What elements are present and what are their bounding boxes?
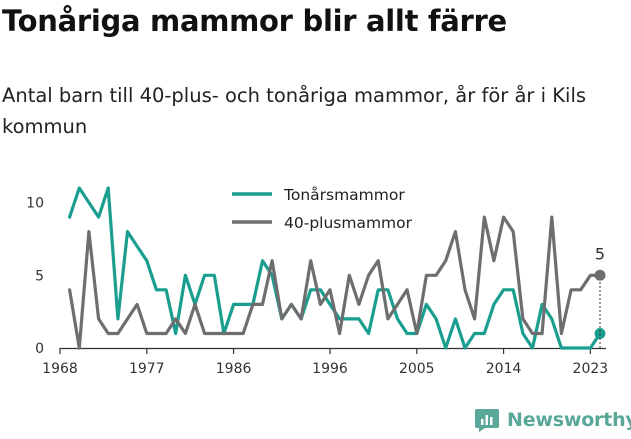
series-lines: [67, 186, 602, 350]
annotations: 5: [594, 244, 606, 348]
page-subtitle: Antal barn till 40-plus- och tonåriga ma…: [2, 84, 587, 138]
x-tick-label: 1968: [42, 361, 78, 377]
x-tick-label: 1996: [312, 361, 348, 377]
legend: Tonårsmammor 40-plusmammor: [232, 186, 413, 232]
y-tick-label: 5: [35, 268, 44, 284]
x-tick-label: 1986: [216, 361, 252, 377]
x-tick-label: 2023: [573, 361, 609, 377]
series-end-dot: [594, 327, 606, 339]
x-tick-label: 2014: [486, 361, 522, 377]
x-tick-label: 2005: [399, 361, 435, 377]
brand-name: Newsworthy: [507, 409, 631, 431]
newsworthy-logo-icon: [475, 409, 499, 432]
x-tick-label: 1977: [129, 361, 165, 377]
x-axis: 1968 1977 1986 1996 2005 2014 2023: [42, 347, 609, 377]
y-tick-label: 0: [35, 341, 44, 357]
page-title: Tonåriga mammor blir allt färre: [2, 4, 507, 38]
series-line-1: [67, 215, 602, 350]
y-tick-label: 10: [26, 196, 44, 212]
line-chart: 0 5 10 1968 1977 1986 1996 2005 2014 2023 Tonårs…: [26, 186, 609, 377]
legend-label: Tonårsmammor: [283, 186, 405, 204]
series-line-0: [67, 186, 602, 350]
legend-label: 40-plusmammor: [284, 214, 413, 232]
end-value-label: 5: [595, 244, 605, 263]
series-end-dot: [594, 269, 606, 281]
y-axis: 0 5 10: [26, 196, 44, 357]
brand-logo: Newsworthy: [474, 407, 631, 433]
